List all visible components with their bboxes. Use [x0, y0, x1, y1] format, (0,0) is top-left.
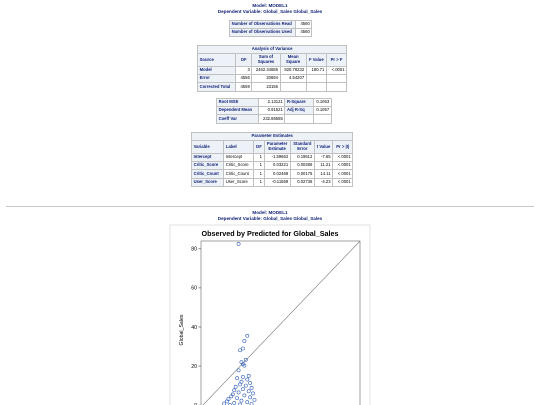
scatter-point	[225, 399, 229, 404]
params-header: Variable	[190, 140, 225, 154]
table-row: Model 3 2462.34685 820.78232 180.71 <.00…	[196, 65, 348, 76]
dependent-variable-title: Dependent Variable: Global_Sales Global_…	[217, 215, 323, 221]
table-row: Coeff Var 232.86585	[215, 114, 332, 124]
table-row: Number of Observations Used 4560	[228, 28, 313, 38]
scatter-point	[229, 394, 234, 399]
scatter-point	[238, 382, 242, 387]
obs-used-value: 4560	[295, 28, 313, 38]
scatter-point	[238, 348, 242, 353]
output-header-2: Model: MODEL1 Dependent Variable: Global…	[0, 210, 540, 221]
scatter-point	[242, 339, 247, 343]
y-tick-label: 0	[194, 403, 197, 405]
reference-line	[202, 240, 361, 405]
observations-table: Number of Observations Read 4560 Number …	[228, 19, 313, 38]
scatter-point	[248, 381, 253, 385]
y-tick-label: 60	[191, 286, 197, 292]
scatter-point	[242, 393, 247, 398]
fit-blank	[312, 114, 332, 124]
y-axis-label: Global_Sales	[179, 314, 185, 345]
plot-area	[200, 240, 361, 405]
scatter-point	[245, 333, 250, 338]
param-cell: -4.23	[313, 177, 334, 187]
anova-table: Analysis of Variance Source DF Sum of Sq…	[196, 45, 348, 92]
scatter-point	[236, 242, 241, 246]
scatter-point	[232, 388, 237, 393]
identity-line	[202, 240, 361, 405]
scatter-point	[249, 386, 254, 390]
model-title: Model: MODEL1	[252, 210, 288, 215]
anova-header-f: F Value	[305, 53, 327, 67]
table-row: User_Score User_Score 1 -0.11569 0.02736…	[190, 177, 354, 187]
chart-frame	[169, 224, 371, 405]
scatter-point	[241, 387, 245, 392]
table-row: Dependent Mean 0.91521 Adj R-Sq 0.1057	[215, 106, 332, 116]
scatter-point	[236, 368, 241, 373]
y-tick-label: 20	[191, 364, 197, 370]
scatter-point	[252, 397, 257, 402]
scatter-point	[236, 390, 241, 395]
scatter-point	[251, 391, 255, 396]
parameter-estimates-table: Parameter Estimates Variable Label DF Pa…	[190, 132, 354, 187]
fit-statistics-table: Root MSE 2.13121 R-Square 0.1063 Depende…	[215, 97, 332, 124]
scatter-point	[248, 395, 253, 400]
scatter-point	[222, 401, 227, 405]
scatter-point	[243, 383, 248, 388]
dependent-variable-title: Dependent Variable: Global_Sales Global_…	[217, 8, 323, 14]
scatter-point	[239, 398, 244, 403]
scatter-point	[241, 375, 245, 379]
fit-value: 232.86585	[258, 114, 286, 124]
scatter-point	[245, 400, 250, 405]
scatter-point	[246, 373, 251, 378]
y-tick-label: 80	[191, 247, 197, 253]
anova-cell: 4559	[235, 82, 253, 92]
param-cell: <.0001	[332, 177, 354, 187]
anova-cell	[325, 82, 348, 92]
output-header-1: Model: MODEL1 Dependent Variable: Global…	[0, 3, 540, 14]
y-axis: 0 20 40 60 80	[191, 247, 201, 405]
scatter-point	[241, 346, 245, 351]
table-row: Root MSE 2.13121 R-Square 0.1063	[215, 97, 332, 108]
y-tick-label: 40	[191, 325, 197, 331]
chart-title: Observed by Predicted for Global_Sales	[201, 229, 338, 238]
model-title: Model: MODEL1	[252, 3, 288, 8]
anova-header-df: DF	[235, 53, 253, 67]
scatter-point	[233, 384, 238, 389]
table-row: Corrected Total 4559 23156	[196, 82, 348, 92]
scatter-point	[246, 389, 251, 394]
scatter-point	[249, 402, 254, 405]
scatter-point	[245, 377, 250, 382]
param-cell: 1	[253, 177, 265, 187]
table-row: Error 4556 20694 4.54207	[196, 74, 348, 84]
scatter-point	[242, 363, 247, 368]
scatter-point	[235, 376, 240, 381]
params-header: Label	[223, 140, 255, 154]
scatter-point	[235, 396, 240, 401]
scatter-point	[243, 357, 248, 362]
anova-header-p: Pr > F	[325, 53, 348, 67]
scatter-points	[222, 242, 257, 405]
params-header: Parameter Estimate	[263, 140, 291, 154]
section-divider	[6, 206, 534, 207]
